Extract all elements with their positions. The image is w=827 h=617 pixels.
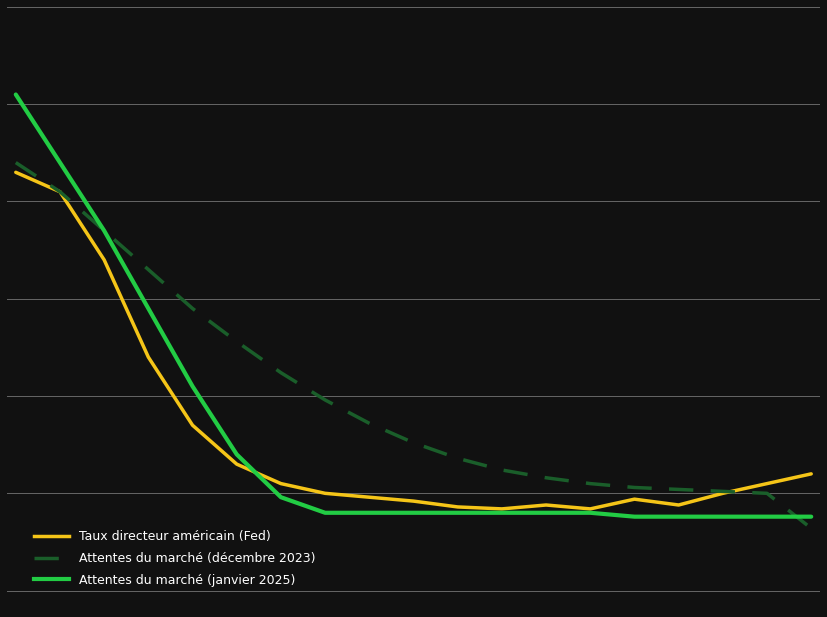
Legend: Taux directeur américain (Fed), Attentes du marché (décembre 2023), Attentes du : Taux directeur américain (Fed), Attentes…: [30, 525, 321, 592]
